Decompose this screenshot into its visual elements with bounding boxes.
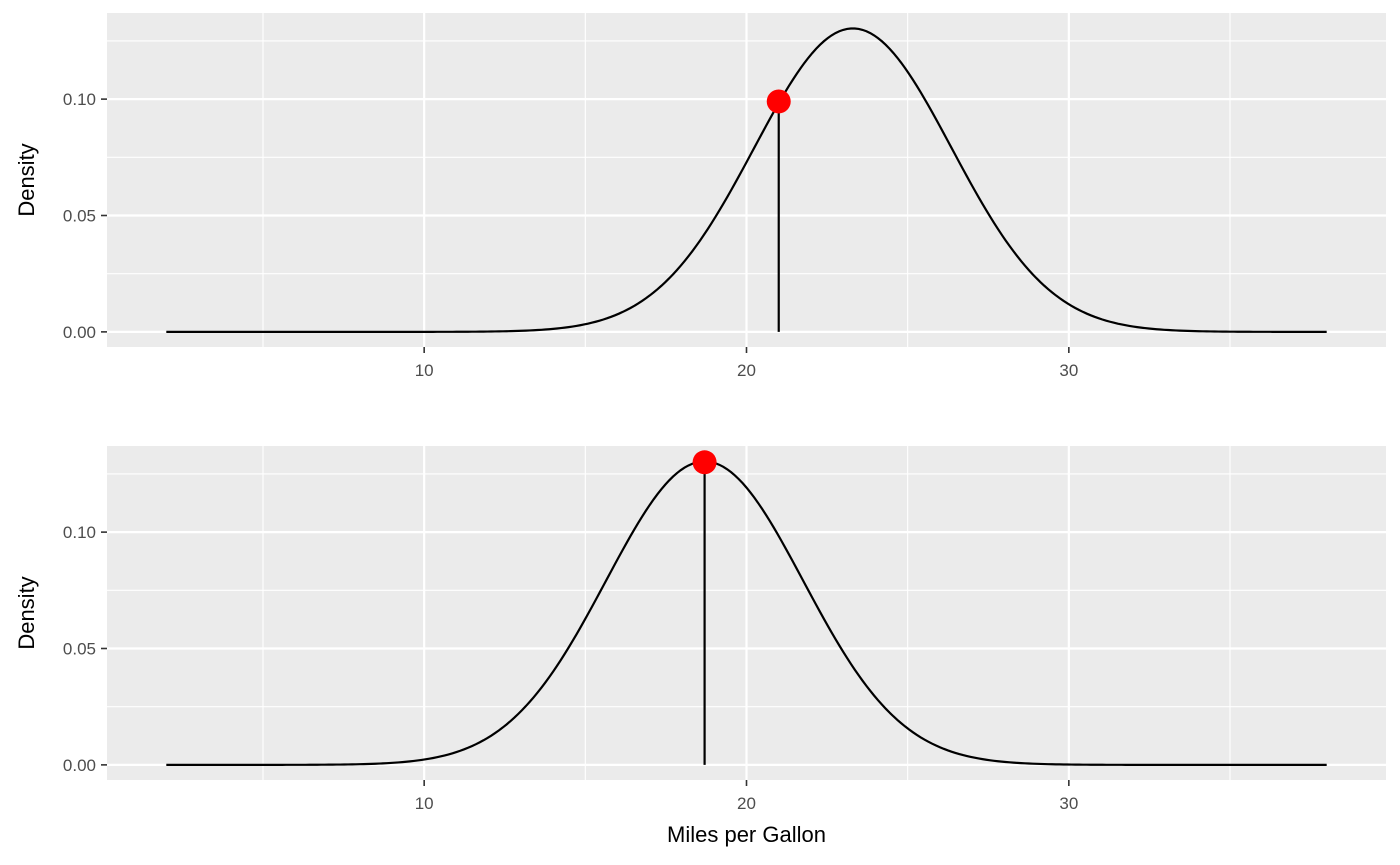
- x-tick-label: 30: [1059, 361, 1078, 380]
- y-tick-label: 0.10: [63, 523, 96, 542]
- marker-point: [766, 89, 791, 114]
- x-tick-label: 30: [1059, 794, 1078, 813]
- x-tick-label: 10: [415, 794, 434, 813]
- y-tick-label: 0.10: [63, 90, 96, 109]
- y-tick-label: 0.05: [63, 639, 96, 658]
- y-tick-label: 0.05: [63, 206, 96, 225]
- x-tick-label: 20: [737, 794, 756, 813]
- y-axis-title: Density: [14, 143, 39, 216]
- y-axis-title: Density: [14, 576, 39, 649]
- x-axis-title: Miles per Gallon: [667, 822, 826, 847]
- y-tick-label: 0.00: [63, 756, 96, 775]
- x-tick-label: 20: [737, 361, 756, 380]
- marker-point: [692, 450, 717, 475]
- density-curve: [166, 460, 1327, 766]
- x-tick-label: 10: [415, 361, 434, 380]
- chart-panel-1: 10 20 30 0.00 0.05 0.10 Density: [14, 13, 1386, 380]
- chart-panel-2: 10 20 30 0.00 0.05 0.10 Density Miles per Gallo…: [14, 446, 1386, 847]
- y-tick-label: 0.00: [63, 323, 96, 342]
- density-curve: [166, 27, 1327, 333]
